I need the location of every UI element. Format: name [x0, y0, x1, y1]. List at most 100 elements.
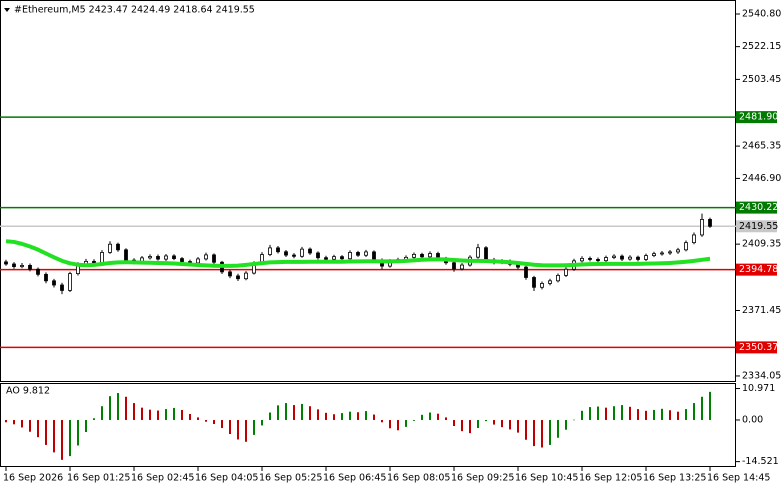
ao-bar [573, 419, 575, 421]
ao-bar [357, 412, 359, 420]
ao-bar [645, 410, 647, 420]
ao-bar [373, 414, 375, 420]
ao-bar [77, 419, 79, 446]
ao-bar [189, 413, 191, 420]
candle-body [124, 249, 128, 261]
ao-bar [701, 396, 703, 420]
y-tick-label: 10.971 [742, 383, 775, 394]
ao-bar [461, 419, 463, 432]
ao-bar [21, 419, 23, 428]
ao-bar [445, 417, 447, 420]
ao-bar [469, 419, 471, 434]
y-tick-label: 2465.35 [742, 141, 781, 152]
chart-title: #Ethereum,M5 2423.47 2424.49 2418.64 241… [14, 5, 255, 16]
x-tick-label: 16 Sep 04:05 [195, 473, 258, 484]
candle-body [428, 253, 432, 258]
ao-bar [277, 405, 279, 420]
candle-body [532, 277, 536, 288]
ao-bar [125, 396, 127, 420]
x-tick-label: 16 Sep 09:25 [451, 473, 514, 484]
candle-body [284, 251, 288, 256]
candle-body [676, 249, 680, 253]
ao-bar [117, 393, 119, 420]
candle-body [196, 258, 200, 264]
ao-bar [205, 419, 207, 422]
x-tick-label: 16 Sep 01:25 [67, 473, 130, 484]
candle-body [164, 255, 168, 260]
ao-bar [85, 419, 87, 433]
ao-bar [485, 419, 487, 422]
ao-bar [677, 411, 679, 420]
candle-body [372, 251, 376, 261]
candle-body [460, 264, 464, 270]
ao-bar [61, 419, 63, 460]
ao-bar [381, 419, 383, 423]
ao-bar [541, 419, 543, 448]
ao-bar [317, 409, 319, 420]
level-label-box [736, 111, 777, 124]
ao-bar [429, 412, 431, 420]
level-label: 2481.90 [739, 112, 778, 123]
ao-bar [157, 410, 159, 420]
ao-bar [5, 419, 7, 423]
ao-bar [53, 419, 55, 453]
ao-bar [653, 409, 655, 420]
x-tick-label: 16 Sep 05:25 [259, 473, 322, 484]
candle-body [204, 254, 208, 260]
ao-bar [597, 406, 599, 420]
ao-bar [29, 419, 31, 432]
y-tick-label: 2522.15 [742, 41, 781, 52]
candle-body [212, 254, 216, 263]
candle-body [668, 251, 672, 254]
ao-bar [301, 403, 303, 420]
candle-body [548, 280, 552, 284]
ao-bar [261, 419, 263, 426]
candle-body [620, 255, 624, 260]
ao-bar [253, 419, 255, 435]
candle-body [700, 219, 704, 236]
ao-bar [149, 409, 151, 420]
ao-bar [141, 407, 143, 420]
y-tick-label: -14.521 [742, 456, 779, 467]
candle-body [12, 263, 16, 268]
y-tick-label: 2334.05 [742, 370, 781, 381]
ao-bar [685, 409, 687, 420]
level-label-box [736, 263, 777, 276]
ao-bar [309, 406, 311, 420]
candle-body [180, 258, 184, 262]
y-tick-label: 2503.45 [742, 74, 781, 85]
y-tick-label: 2371.45 [742, 305, 781, 316]
level-label: 2350.37 [739, 342, 778, 353]
candle-body [348, 252, 352, 260]
ao-bar [533, 419, 535, 447]
ao-bar [341, 413, 343, 420]
candle-body [580, 258, 584, 262]
ao-bar [221, 419, 223, 429]
ao-bar [629, 406, 631, 420]
candle-body [236, 275, 240, 280]
ao-bar [613, 406, 615, 420]
candle-body [564, 268, 568, 276]
candle-body [684, 242, 688, 251]
ao-bar [413, 419, 415, 421]
ao-bar [365, 411, 367, 420]
candle-body [524, 266, 528, 278]
level-label: 2419.55 [739, 221, 778, 232]
candle-body [660, 252, 664, 255]
candle-body [108, 243, 112, 253]
level-label: 2430.22 [739, 202, 778, 213]
ao-bar [453, 419, 455, 427]
ao-bar [293, 405, 295, 420]
x-tick-label: 16 Sep 12:05 [579, 473, 642, 484]
y-tick-label: 2540.80 [742, 9, 781, 20]
ao-bar [421, 414, 423, 420]
candle-body [556, 274, 560, 282]
candle-body [52, 280, 56, 286]
ao-bar [549, 419, 551, 445]
candle-body [300, 248, 304, 257]
candle-body [420, 253, 424, 258]
ao-bar [197, 417, 199, 420]
candle-body [540, 283, 544, 288]
ao-bar [589, 407, 591, 420]
